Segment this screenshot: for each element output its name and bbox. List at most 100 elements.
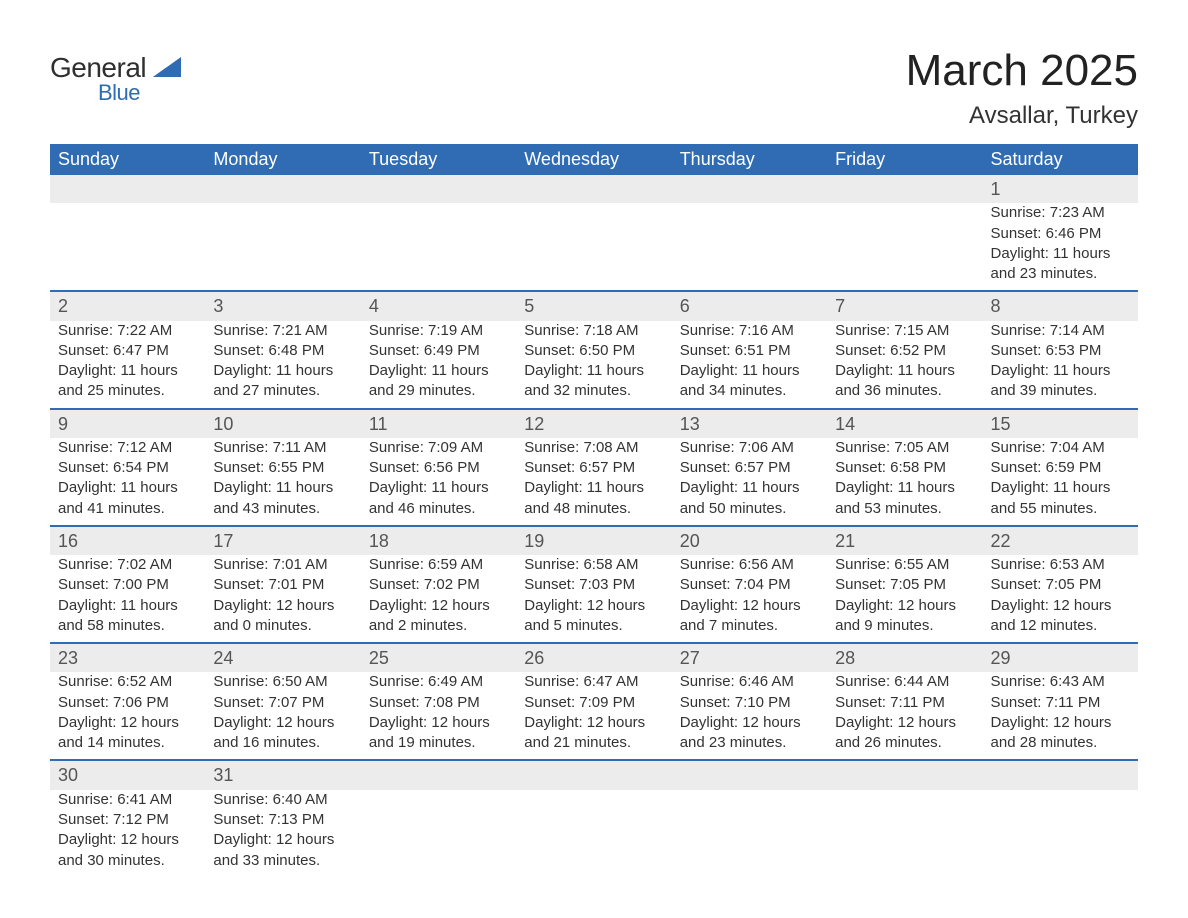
day-detail-cell: Sunrise: 7:05 AMSunset: 6:58 PMDaylight:…	[827, 438, 982, 526]
logo: General Blue	[50, 52, 181, 106]
day-d1: Daylight: 11 hours	[58, 596, 197, 616]
day-d1: Daylight: 11 hours	[369, 478, 508, 498]
day-d2: and 36 minutes.	[835, 381, 974, 401]
day-d2: and 48 minutes.	[524, 499, 663, 519]
day-detail-cell: Sunrise: 7:15 AMSunset: 6:52 PMDaylight:…	[827, 321, 982, 409]
day-d1: Daylight: 11 hours	[680, 478, 819, 498]
day-number-cell	[516, 760, 671, 789]
day-sunrise: Sunrise: 7:04 AM	[991, 438, 1130, 458]
day-d2: and 28 minutes.	[991, 733, 1130, 753]
day-d2: and 32 minutes.	[524, 381, 663, 401]
day-number-cell: 17	[205, 526, 360, 555]
day-detail-cell: Sunrise: 6:58 AMSunset: 7:03 PMDaylight:…	[516, 555, 671, 643]
day-sunrise: Sunrise: 7:12 AM	[58, 438, 197, 458]
day-number-cell: 15	[983, 409, 1138, 438]
day-detail-cell: Sunrise: 6:46 AMSunset: 7:10 PMDaylight:…	[672, 672, 827, 760]
day-detail-cell: Sunrise: 7:01 AMSunset: 7:01 PMDaylight:…	[205, 555, 360, 643]
day-detail-cell: Sunrise: 7:06 AMSunset: 6:57 PMDaylight:…	[672, 438, 827, 526]
weekday-header: Friday	[827, 144, 982, 175]
day-d1: Daylight: 12 hours	[213, 713, 352, 733]
day-number-cell: 11	[361, 409, 516, 438]
day-d1: Daylight: 11 hours	[524, 361, 663, 381]
day-detail-cell: Sunrise: 6:44 AMSunset: 7:11 PMDaylight:…	[827, 672, 982, 760]
day-d2: and 7 minutes.	[680, 616, 819, 636]
calendar-header-row: SundayMondayTuesdayWednesdayThursdayFrid…	[50, 144, 1138, 175]
day-sunrise: Sunrise: 6:44 AM	[835, 672, 974, 692]
day-number-cell: 24	[205, 643, 360, 672]
day-number-cell	[361, 175, 516, 203]
weekday-header: Tuesday	[361, 144, 516, 175]
day-detail-cell	[672, 790, 827, 877]
day-detail-cell: Sunrise: 7:19 AMSunset: 6:49 PMDaylight:…	[361, 321, 516, 409]
day-sunrise: Sunrise: 7:21 AM	[213, 321, 352, 341]
day-detail-cell: Sunrise: 7:22 AMSunset: 6:47 PMDaylight:…	[50, 321, 205, 409]
day-d1: Daylight: 11 hours	[213, 478, 352, 498]
day-sunrise: Sunrise: 7:16 AM	[680, 321, 819, 341]
day-detail-cell: Sunrise: 7:11 AMSunset: 6:55 PMDaylight:…	[205, 438, 360, 526]
day-sunrise: Sunrise: 7:06 AM	[680, 438, 819, 458]
day-number-cell	[827, 175, 982, 203]
weekday-header: Saturday	[983, 144, 1138, 175]
day-detail-cell: Sunrise: 7:09 AMSunset: 6:56 PMDaylight:…	[361, 438, 516, 526]
day-sunset: Sunset: 6:50 PM	[524, 341, 663, 361]
day-d2: and 50 minutes.	[680, 499, 819, 519]
day-detail-cell: Sunrise: 7:21 AMSunset: 6:48 PMDaylight:…	[205, 321, 360, 409]
day-number-cell: 12	[516, 409, 671, 438]
day-detail-cell	[516, 790, 671, 877]
day-d2: and 43 minutes.	[213, 499, 352, 519]
day-sunset: Sunset: 7:05 PM	[991, 575, 1130, 595]
day-detail-cell: Sunrise: 7:08 AMSunset: 6:57 PMDaylight:…	[516, 438, 671, 526]
day-d2: and 46 minutes.	[369, 499, 508, 519]
day-detail-cell: Sunrise: 7:14 AMSunset: 6:53 PMDaylight:…	[983, 321, 1138, 409]
day-sunrise: Sunrise: 6:49 AM	[369, 672, 508, 692]
day-d2: and 33 minutes.	[213, 851, 352, 871]
day-sunset: Sunset: 7:09 PM	[524, 693, 663, 713]
day-d2: and 16 minutes.	[213, 733, 352, 753]
day-sunset: Sunset: 7:05 PM	[835, 575, 974, 595]
day-number-cell: 19	[516, 526, 671, 555]
day-detail-cell	[361, 790, 516, 877]
day-d2: and 53 minutes.	[835, 499, 974, 519]
logo-triangle-icon	[153, 57, 181, 82]
day-d2: and 55 minutes.	[991, 499, 1130, 519]
day-sunrise: Sunrise: 6:53 AM	[991, 555, 1130, 575]
day-detail-cell: Sunrise: 7:04 AMSunset: 6:59 PMDaylight:…	[983, 438, 1138, 526]
day-detail-row: Sunrise: 6:41 AMSunset: 7:12 PMDaylight:…	[50, 790, 1138, 877]
day-number-cell: 5	[516, 291, 671, 320]
day-sunrise: Sunrise: 7:14 AM	[991, 321, 1130, 341]
day-sunset: Sunset: 6:56 PM	[369, 458, 508, 478]
day-d2: and 30 minutes.	[58, 851, 197, 871]
day-detail-row: Sunrise: 7:02 AMSunset: 7:00 PMDaylight:…	[50, 555, 1138, 643]
day-d1: Daylight: 12 hours	[369, 713, 508, 733]
day-d2: and 12 minutes.	[991, 616, 1130, 636]
day-number-cell: 4	[361, 291, 516, 320]
day-d1: Daylight: 12 hours	[991, 596, 1130, 616]
day-number-row: 16171819202122	[50, 526, 1138, 555]
day-sunset: Sunset: 7:04 PM	[680, 575, 819, 595]
day-detail-row: Sunrise: 7:22 AMSunset: 6:47 PMDaylight:…	[50, 321, 1138, 409]
day-number-row: 23242526272829	[50, 643, 1138, 672]
day-sunset: Sunset: 7:13 PM	[213, 810, 352, 830]
logo-text-blue: Blue	[98, 80, 181, 106]
day-sunrise: Sunrise: 7:08 AM	[524, 438, 663, 458]
day-number-cell: 10	[205, 409, 360, 438]
day-d2: and 0 minutes.	[213, 616, 352, 636]
day-number-cell	[516, 175, 671, 203]
day-number-row: 2345678	[50, 291, 1138, 320]
day-number-cell: 27	[672, 643, 827, 672]
day-sunset: Sunset: 7:12 PM	[58, 810, 197, 830]
day-d1: Daylight: 12 hours	[680, 713, 819, 733]
location: Avsallar, Turkey	[906, 102, 1138, 130]
day-d1: Daylight: 12 hours	[524, 596, 663, 616]
day-sunrise: Sunrise: 6:41 AM	[58, 790, 197, 810]
header: General Blue March 2025 Avsallar, Turkey	[50, 28, 1138, 130]
weekday-header: Monday	[205, 144, 360, 175]
day-sunset: Sunset: 7:00 PM	[58, 575, 197, 595]
day-d2: and 25 minutes.	[58, 381, 197, 401]
day-number-cell	[672, 175, 827, 203]
day-number-cell: 21	[827, 526, 982, 555]
day-detail-cell: Sunrise: 6:41 AMSunset: 7:12 PMDaylight:…	[50, 790, 205, 877]
day-sunrise: Sunrise: 6:47 AM	[524, 672, 663, 692]
day-sunset: Sunset: 6:52 PM	[835, 341, 974, 361]
day-sunrise: Sunrise: 6:43 AM	[991, 672, 1130, 692]
